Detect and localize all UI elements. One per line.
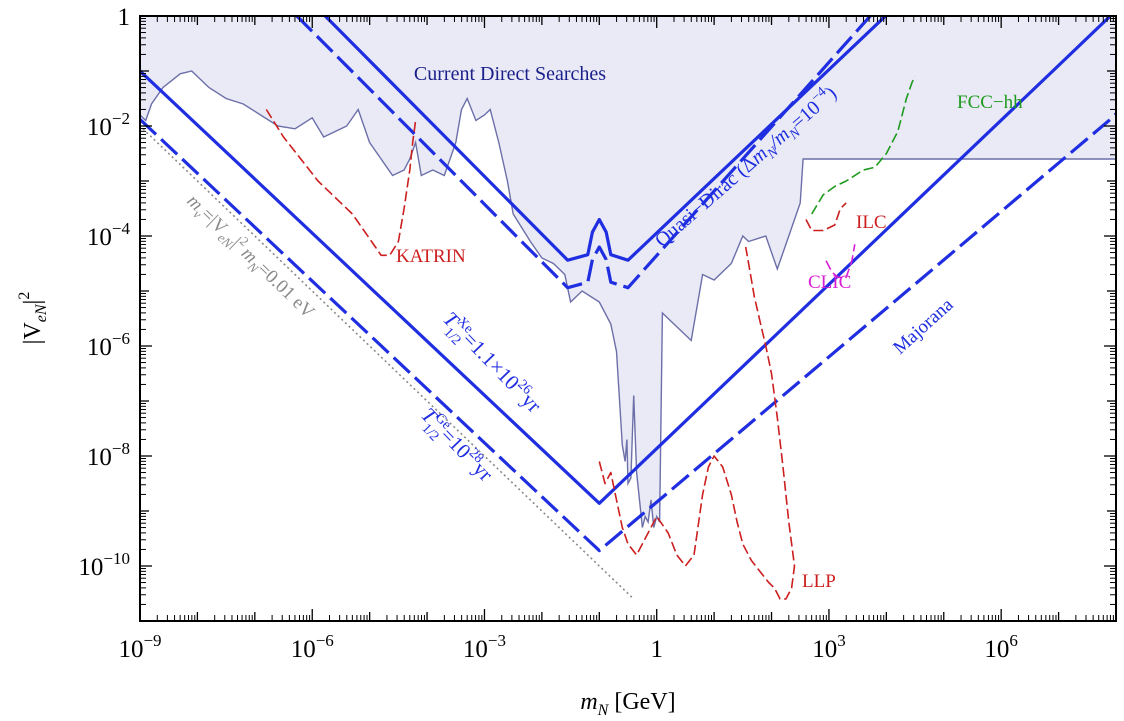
x-tick-label: 1 [650,636,663,663]
y-tick-label: 10−2 [87,109,130,141]
x-axis-label: mN [GeV] [580,689,675,719]
annotation-llp: LLP [802,571,836,592]
exclusion-region-fill [140,16,1116,528]
x-tick-label: 10−6 [291,631,334,663]
x-tick-label: 10−3 [463,631,506,663]
plot-frame [139,15,1117,622]
series-line-0 [322,16,888,262]
series-line-2 [140,16,1113,505]
annotation-ge-halflife: TGe1/2=1028yr [411,402,498,491]
exclusion-region-boundary [140,70,1116,528]
annotation-fcc-hh: FCC−hh [957,92,1023,113]
y-tick-label: 10−8 [87,439,130,471]
exclusion-region-layer [140,16,1116,528]
svg-text:Majorana: Majorana [889,294,958,359]
annotation-current-direct-searches: Current Direct Searches [414,63,606,85]
svg-text:mν=|VeN|2mN=0.01 eV: mν=|VeN|2mN=0.01 eV [180,188,321,326]
svg-text:TGe1/2=1028yr: TGe1/2=1028yr [411,402,498,491]
y-tick-label: 1 [118,4,131,31]
svg-text:mN [GeV]: mN [GeV] [580,689,675,719]
series-line-6 [598,246,796,600]
y-tick-label: 10−6 [87,329,130,361]
series-layer [140,16,1116,600]
y-axis-label: |VeN|2 [16,292,50,345]
series-line-3 [140,112,1116,553]
tick-labels: 10−9 10−6 10−3 1 103 106 1 10−2 10−4 10−6 10−8 10−1… [78,4,1018,663]
plot-area: 10−9 10−6 10−3 1 103 106 1 10−2 10−4 10−6 10−8 10−1… [78,4,1117,663]
y-tick-label: 10−10 [78,549,130,581]
svg-text:|VeN|2: |VeN|2 [16,292,50,345]
annotation-mass-reference: mν=|VeN|2mN=0.01 eV [180,188,321,326]
tick-marks [139,15,1117,622]
annotation-clic: CLIC [808,272,851,293]
series-line-10 [140,124,635,600]
series-line-7 [805,202,847,232]
series-line-8 [825,244,856,279]
annotation-majorana: Majorana [889,294,958,359]
annotation-katrin: KATRIN [396,246,466,267]
annotation-ilc: ILC [856,212,887,233]
series-line-1 [294,16,873,290]
y-tick-label: 10−4 [87,219,131,251]
x-tick-label: 10−9 [118,631,161,663]
x-tick-label: 106 [984,631,1018,663]
series-line-9 [811,76,916,215]
x-tick-label: 103 [812,631,846,663]
series-line-5 [265,109,417,257]
